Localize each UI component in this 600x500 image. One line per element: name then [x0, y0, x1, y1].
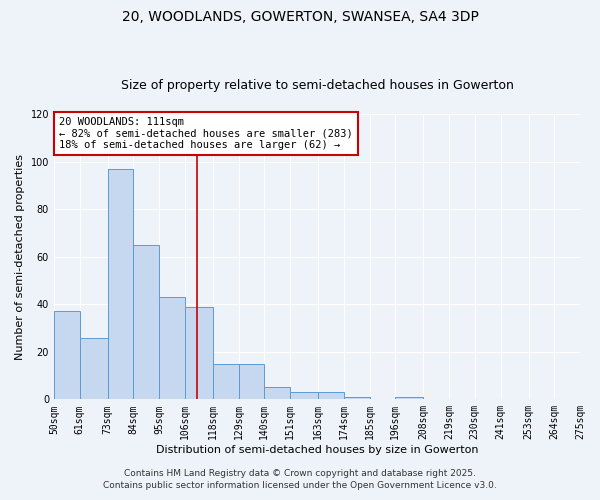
- Bar: [213, 364, 239, 400]
- Bar: [265, 388, 290, 400]
- Bar: [395, 397, 424, 400]
- Bar: [344, 397, 370, 400]
- Bar: [290, 392, 318, 400]
- Text: Contains HM Land Registry data © Crown copyright and database right 2025.
Contai: Contains HM Land Registry data © Crown c…: [103, 468, 497, 490]
- Bar: [133, 245, 159, 400]
- Text: 20, WOODLANDS, GOWERTON, SWANSEA, SA4 3DP: 20, WOODLANDS, GOWERTON, SWANSEA, SA4 3D…: [122, 10, 478, 24]
- Bar: [239, 364, 265, 400]
- Bar: [185, 306, 213, 400]
- Text: 20 WOODLANDS: 111sqm
← 82% of semi-detached houses are smaller (283)
18% of semi: 20 WOODLANDS: 111sqm ← 82% of semi-detac…: [59, 117, 353, 150]
- Bar: [159, 297, 185, 400]
- Y-axis label: Number of semi-detached properties: Number of semi-detached properties: [15, 154, 25, 360]
- Bar: [80, 338, 107, 400]
- X-axis label: Distribution of semi-detached houses by size in Gowerton: Distribution of semi-detached houses by …: [156, 445, 478, 455]
- Bar: [318, 392, 344, 400]
- Bar: [107, 168, 133, 400]
- Title: Size of property relative to semi-detached houses in Gowerton: Size of property relative to semi-detach…: [121, 79, 514, 92]
- Bar: [54, 312, 80, 400]
